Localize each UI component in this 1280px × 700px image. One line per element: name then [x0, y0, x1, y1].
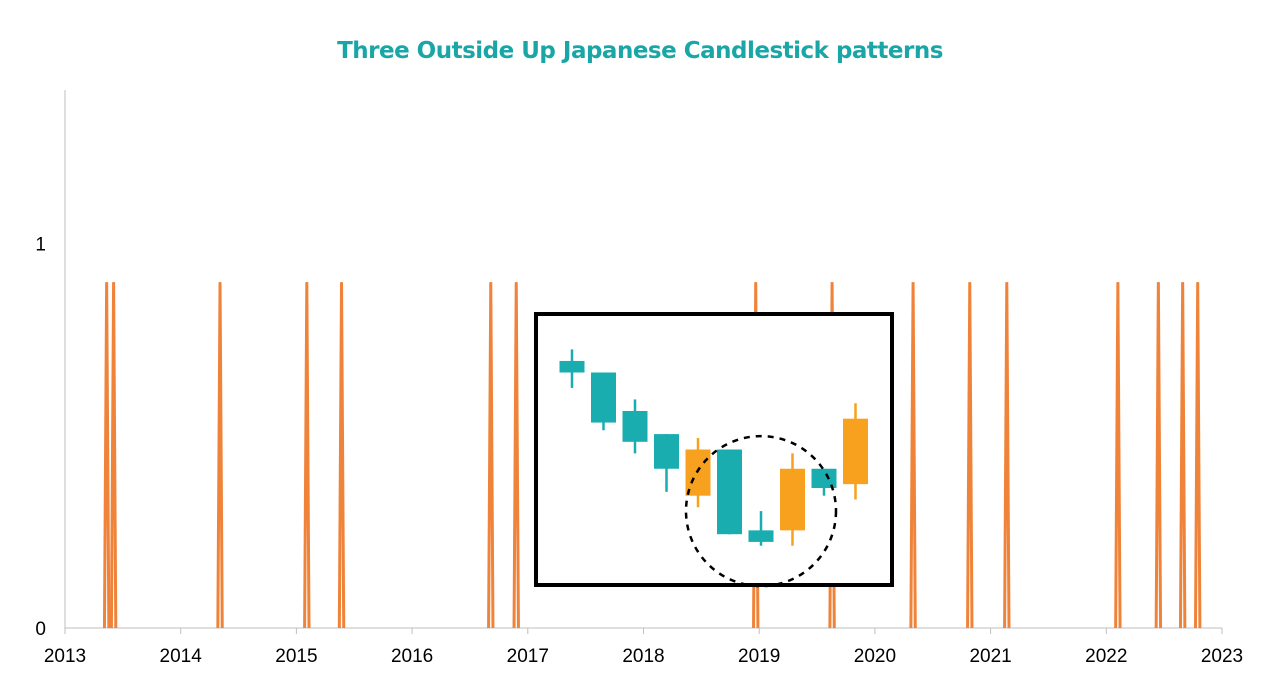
x-tick-label: 2017 [507, 646, 549, 667]
signal-spike [1114, 282, 1122, 629]
signal-spike [303, 282, 311, 629]
y-tick-label: 1 [35, 235, 46, 256]
x-tick-label: 2013 [44, 646, 86, 667]
signal-spike [337, 282, 346, 629]
signal-spike [1194, 282, 1202, 629]
candle-body [843, 418, 868, 485]
signal-series [102, 282, 1202, 629]
x-tick-label: 2014 [160, 646, 203, 667]
signal-spike [512, 282, 520, 629]
inset-frame [534, 312, 894, 587]
chart-title: Three Outside Up Japanese Candlestick pa… [337, 38, 943, 64]
signal-spike [109, 282, 118, 629]
x-tick-label: 2016 [391, 646, 433, 667]
candle-body [559, 360, 585, 373]
x-tick-label: 2020 [854, 646, 896, 667]
x-tick-label: 2021 [969, 646, 1011, 667]
signal-spike [909, 282, 917, 629]
signal-spike [487, 282, 495, 629]
signal-spike [1178, 282, 1187, 629]
pattern-highlight-circle [684, 434, 838, 588]
candle-body [748, 530, 774, 542]
inset-illustration [534, 312, 894, 588]
candle-body [591, 372, 616, 423]
signal-spike [1003, 282, 1011, 629]
candle-body [780, 468, 805, 531]
candle-body [654, 434, 679, 469]
candle-body [622, 411, 648, 442]
x-tick-label: 2019 [738, 646, 780, 667]
x-tick-label: 2023 [1201, 646, 1243, 667]
x-tick-label: 2022 [1085, 646, 1127, 667]
candle-body [717, 449, 742, 535]
y-tick-label: 0 [35, 619, 46, 640]
signal-spike [102, 282, 111, 629]
axes: 2013 2014 2015 2016 2017 2018 2019 2020 2021 2022… [35, 90, 1243, 667]
candle-body [811, 468, 837, 488]
x-tick-label: 2015 [275, 646, 317, 667]
signal-spike [216, 282, 224, 629]
signal-spike [1154, 282, 1163, 629]
signal-spike [966, 282, 974, 629]
x-tick-label: 2018 [622, 646, 664, 667]
